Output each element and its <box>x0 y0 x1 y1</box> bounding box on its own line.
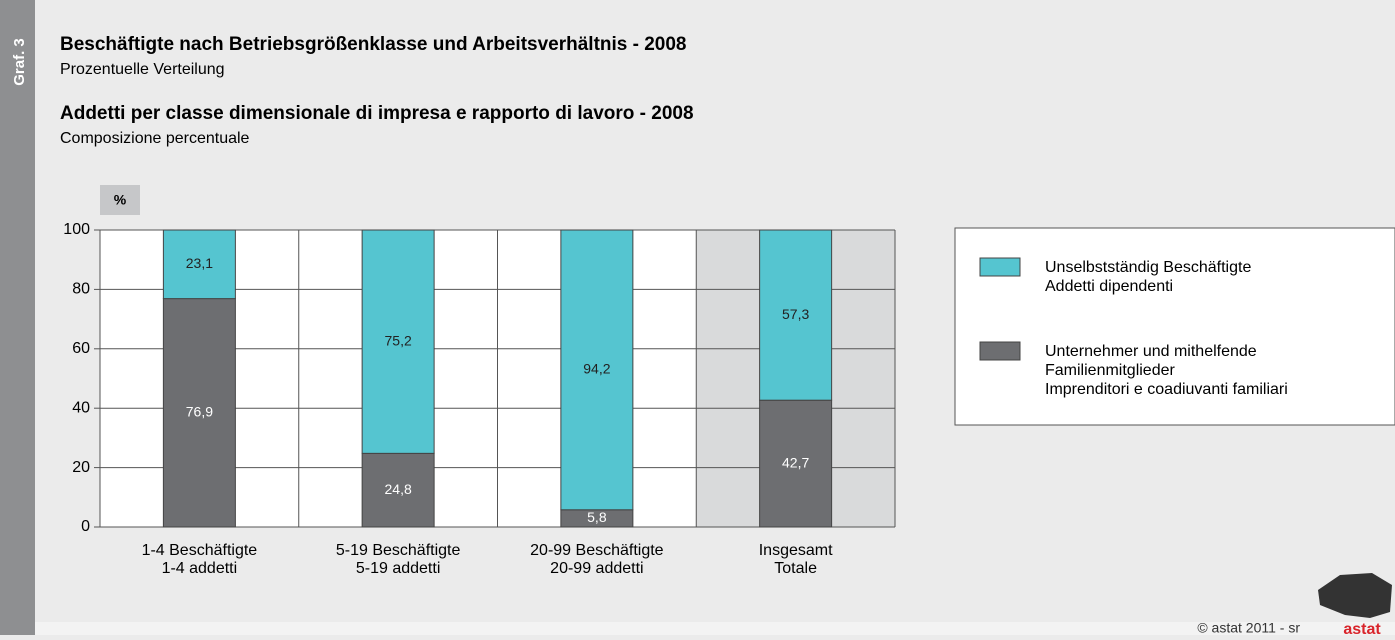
y-tick-label: 100 <box>63 221 90 238</box>
chart-title: Beschäftigte nach Betriebsgrößenklasse u… <box>60 34 687 55</box>
value-label: 76,9 <box>186 404 213 420</box>
bar-segment <box>162 298 236 528</box>
legend-label: Addetti dipendenti <box>1045 278 1173 295</box>
bar-segment <box>759 229 833 401</box>
x-tick-label: 5-19 addetti <box>356 560 441 577</box>
x-tick-label: 5-19 Beschäftigte <box>336 542 461 559</box>
y-tick-label: 40 <box>72 399 90 416</box>
y-tick-label: 0 <box>81 518 90 535</box>
logo: astat <box>1343 621 1381 635</box>
value-label: 75,2 <box>385 332 412 348</box>
y-tick-label: 60 <box>72 340 90 357</box>
value-label: 23,1 <box>186 255 213 271</box>
bar-segment <box>361 452 435 528</box>
x-tick-label: 20-99 Beschäftigte <box>530 542 664 559</box>
x-tick-label: 1-4 Beschäftigte <box>142 542 258 559</box>
value-label: 42,7 <box>782 454 809 470</box>
value-label: 5,8 <box>587 509 607 525</box>
side-label: Graf. 3 <box>11 38 28 86</box>
value-label: 24,8 <box>385 481 412 497</box>
chart-subtitle-2: Composizione percentuale <box>60 130 250 147</box>
bar-segment <box>361 229 435 454</box>
legend-label: Unternehmer und mithelfende <box>1045 343 1257 360</box>
legend-label: Familienmitglieder <box>1045 362 1175 379</box>
x-tick-label: Insgesamt <box>759 542 833 559</box>
side-strip <box>0 0 35 635</box>
bar-segment <box>162 229 236 300</box>
bar-segment <box>759 399 833 528</box>
logo-map <box>1318 573 1392 618</box>
bar-segment <box>560 229 634 511</box>
y-tick-label: 80 <box>72 281 90 298</box>
y-tick-label: 20 <box>72 459 90 476</box>
value-label: 94,2 <box>583 361 610 377</box>
legend-label: Imprenditori e coadiuvanti familiari <box>1045 381 1288 398</box>
value-label: 57,3 <box>782 306 809 322</box>
footer-strip <box>35 622 1395 635</box>
x-tick-label: 1-4 addetti <box>162 560 238 577</box>
legend-box <box>954 227 1395 426</box>
chart-title-2: Addetti per classe dimensionale di impre… <box>60 103 694 124</box>
legend-swatch <box>979 257 1021 277</box>
legend-swatch <box>979 341 1021 361</box>
footer: © astat 2011 - sr <box>1197 620 1300 635</box>
chart-subtitle: Prozentuelle Verteilung <box>60 61 225 78</box>
x-tick-label: 20-99 addetti <box>550 560 643 577</box>
y-label-box <box>100 185 140 215</box>
y-axis-label: % <box>114 192 127 208</box>
x-tick-label: Totale <box>774 560 817 577</box>
legend-label: Unselbstständig Beschäftigte <box>1045 259 1251 276</box>
